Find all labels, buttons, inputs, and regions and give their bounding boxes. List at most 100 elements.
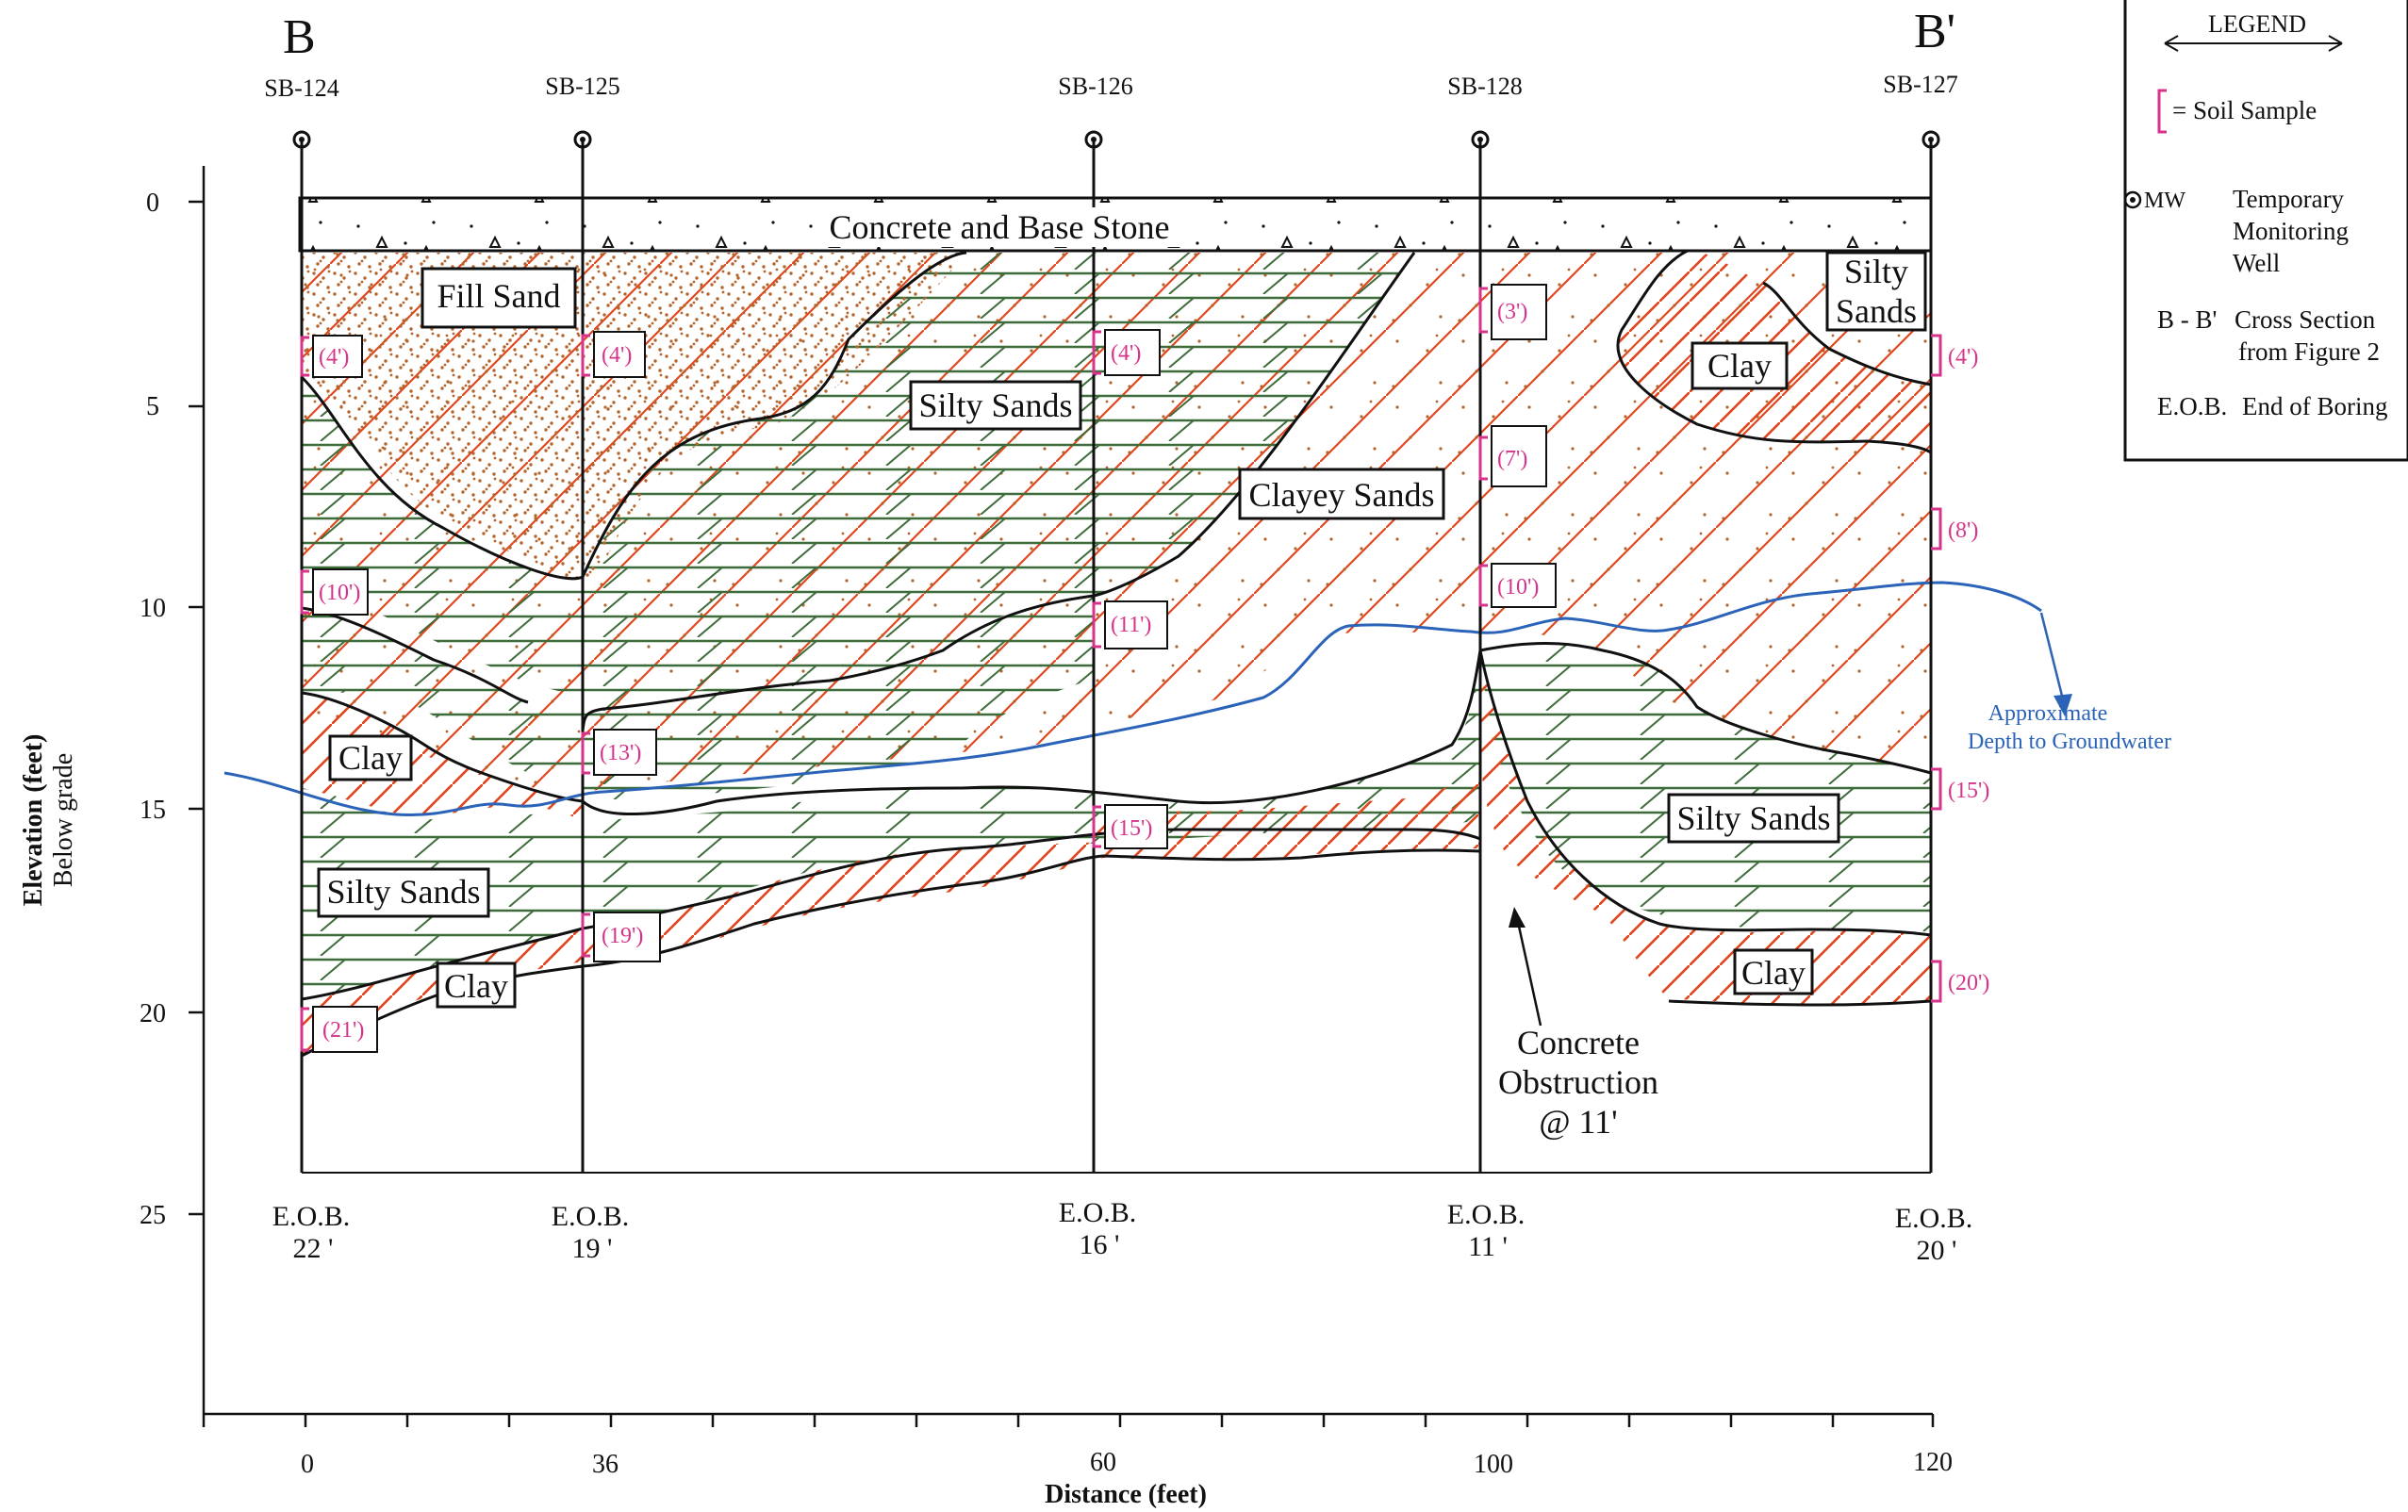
legend-eob-text: End of Boring (2242, 392, 2388, 420)
layer-label-clay: Clay (1707, 347, 1772, 385)
well-icon (2123, 190, 2142, 209)
x-axis-title: Distance (feet) (1045, 1480, 1207, 1509)
sample-bracket-icon (2157, 89, 2167, 134)
legend-box (2123, 0, 2408, 462)
sample-label: (4') (1111, 341, 1141, 366)
legend-title: LEGEND (2208, 10, 2306, 38)
well-icon (292, 130, 311, 149)
legend-bb-text: from Figure 2 (2238, 337, 2380, 366)
section-label-b-prime: B' (1914, 5, 1955, 58)
sample-label: (4') (1948, 345, 1978, 370)
y-tick-label: 15 (140, 796, 166, 825)
eob-label: E.O.B. (1059, 1197, 1137, 1228)
sample-markers-sb127: (4') (8') (15') (20') (1931, 334, 1989, 1003)
sample-label: (15') (1948, 779, 1989, 803)
legend-mw-symbol: MW (2144, 189, 2185, 213)
groundwater-line (223, 581, 2042, 817)
layer-label-silty-sands: Silty Sands (1676, 799, 1830, 837)
layer-label-silty-sands: Silty Sands (918, 386, 1072, 424)
y-tick-label: 25 (140, 1201, 166, 1230)
y-axis-subtitle: Below grade (49, 753, 78, 887)
well-id: SB-125 (545, 73, 619, 100)
sample-label: (19') (602, 924, 643, 948)
boring-lines (300, 140, 1933, 1173)
legend-bb-symbol: B - B' (2157, 305, 2217, 334)
clay-bottom-left-layer (302, 830, 1480, 1056)
legend: LEGEND = Soil Sample MW Temporary Monito… (2123, 0, 2408, 462)
y-axis-title: Elevation (feet) (19, 734, 48, 907)
groundwater-label: Approximate (1988, 701, 2108, 726)
sample-markers-sb125: (4') (13') (19') (581, 331, 661, 962)
legend-bb-text: Cross Section (2235, 305, 2376, 334)
section-label-b: B (283, 10, 316, 64)
y-tick-label: 0 (146, 189, 159, 218)
well-id: SB-127 (1883, 71, 1957, 98)
layer-label-sands: Sands (1836, 292, 1917, 330)
legend-eob-symbol: E.O.B. (2157, 392, 2227, 420)
sample-label: (4') (602, 343, 632, 368)
groundwater-label: Depth to Groundwater (1968, 730, 2171, 754)
legend-mw-text: Well (2233, 249, 2280, 277)
obstruction-arrow (1516, 921, 1542, 1027)
groundwater-arrowhead (2053, 694, 2072, 716)
sample-label: (4') (319, 345, 349, 370)
sample-label: (11') (1111, 613, 1151, 637)
x-tick-label: 120 (1913, 1448, 1953, 1477)
eob-label: E.O.B. (1895, 1203, 1973, 1234)
groundwater-arrow (2039, 612, 2065, 700)
obstruction-label: @ 11' (1539, 1103, 1617, 1141)
sample-label: (20') (1948, 971, 1989, 995)
y-tick-label: 10 (140, 594, 166, 623)
sample-label: (13') (600, 741, 641, 765)
y-axis-ticks (189, 200, 204, 1216)
eob-depth: 22 ' (293, 1233, 334, 1264)
sample-markers-sb126: (4') (11') (15') (1092, 329, 1168, 849)
y-tick-label: 5 (146, 392, 159, 421)
sample-label: (10') (1497, 575, 1539, 600)
layer-label-clay: Clay (444, 967, 508, 1005)
x-tick-label: 0 (301, 1450, 314, 1479)
legend-mw-text: Temporary (2233, 185, 2345, 213)
eob-depth: 19 ' (572, 1233, 613, 1264)
eob-depth: 11 ' (1468, 1231, 1508, 1262)
x-tick-label: 60 (1090, 1448, 1116, 1477)
legend-mw-text: Monitoring (2233, 217, 2349, 245)
obstruction-label: Obstruction (1498, 1063, 1658, 1101)
layer-label-clayey-sands: Clayey Sands (1249, 476, 1435, 514)
eob-depth: 20 ' (1917, 1235, 1957, 1266)
eob-label: E.O.B. (272, 1201, 351, 1232)
x-axis-ticks (202, 1414, 1935, 1427)
double-arrow-icon (2164, 35, 2343, 52)
layer-label-clay: Clay (1741, 954, 1806, 992)
well-id: SB-124 (264, 74, 338, 102)
sample-label: (10') (319, 581, 360, 605)
layer-label-fill-sand: Fill Sand (437, 277, 560, 315)
well-symbols (292, 130, 1940, 149)
well-icon (1921, 130, 1940, 149)
well-icon (1471, 130, 1490, 149)
sample-label: (15') (1111, 816, 1152, 841)
layer-label-silty-sands: Silty Sands (326, 873, 480, 911)
well-id: SB-128 (1447, 73, 1522, 100)
sample-markers-sb124: (4') (10') (21') (300, 335, 378, 1053)
layer-label-silty: Silty (1844, 253, 1908, 290)
well-icon (1084, 130, 1103, 149)
sample-label: (8') (1948, 518, 1978, 543)
legend-soil-sample: = Soil Sample (2172, 96, 2317, 124)
layer-label-concrete: Concrete and Base Stone (830, 208, 1170, 246)
layer-label-clay: Clay (338, 739, 403, 777)
sample-label: (7') (1497, 447, 1527, 471)
fill-sand-layer (302, 253, 966, 580)
eob-label: E.O.B. (552, 1201, 630, 1232)
concrete-obstruction-clay (1480, 650, 1931, 1005)
sample-label: (3') (1497, 300, 1527, 324)
well-id: SB-126 (1058, 73, 1132, 100)
sample-markers-sb128: (3') (7') (10') (1478, 284, 1557, 608)
x-tick-label: 36 (592, 1450, 618, 1479)
silty-sands-lower-left-layer (302, 641, 1480, 999)
sample-label: (21') (322, 1018, 364, 1043)
silty-sands-lower-right-layer (1480, 643, 1931, 933)
well-icon (573, 130, 592, 149)
eob-depth: 16 ' (1080, 1229, 1120, 1260)
